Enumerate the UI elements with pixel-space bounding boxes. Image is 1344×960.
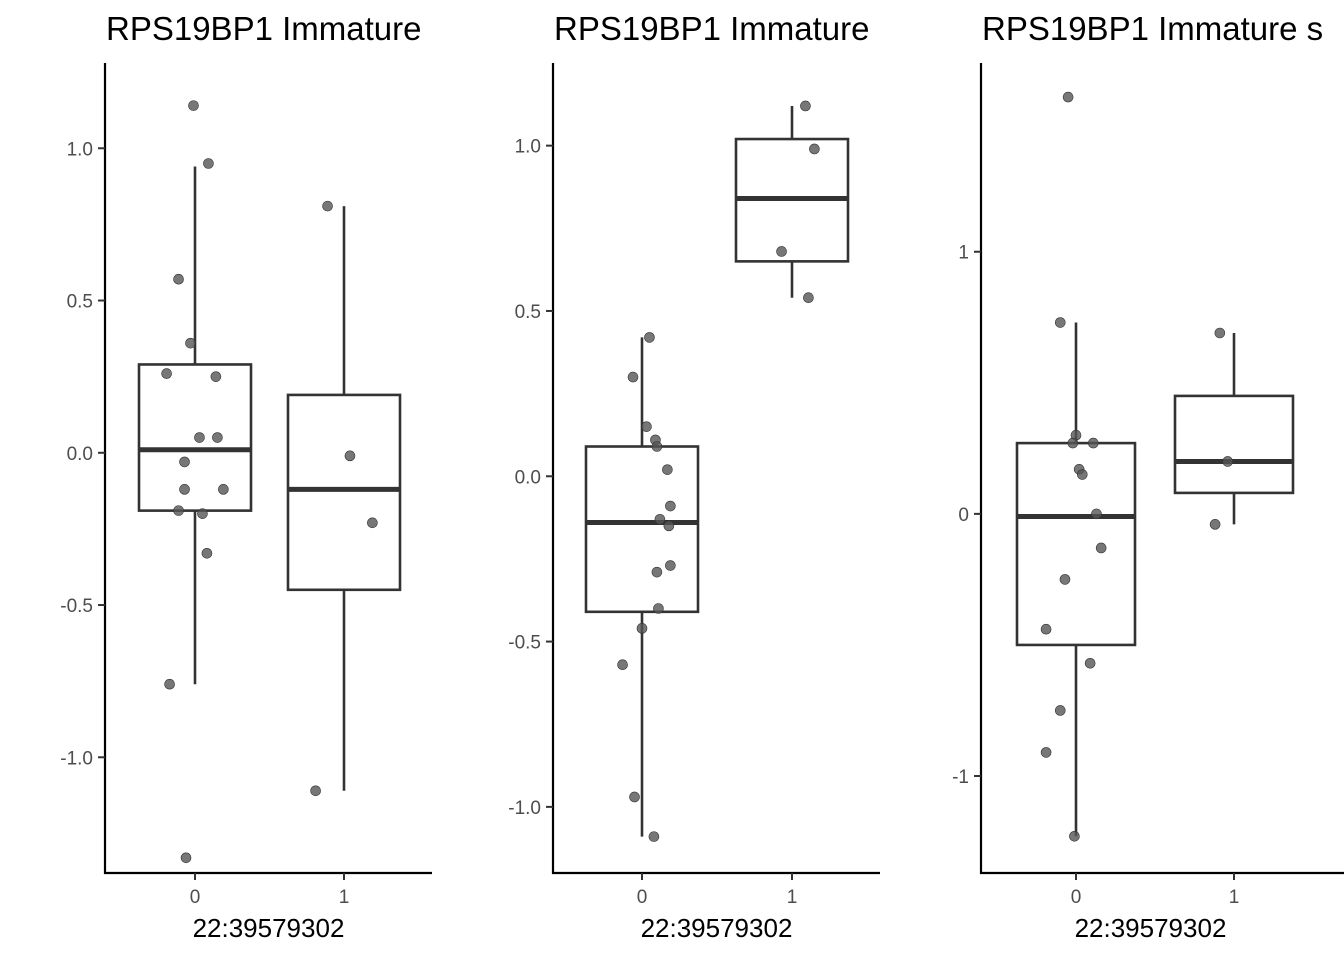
data-point [1076, 469, 1088, 480]
data-point [322, 200, 333, 212]
x-tick-label: 0 [190, 887, 201, 908]
data-point [344, 450, 356, 462]
data-point [180, 852, 192, 864]
data-point [1069, 831, 1080, 842]
y-tick-label: -1 [952, 767, 969, 788]
box-0 [137, 166, 253, 685]
data-point [367, 517, 378, 529]
data-point [173, 505, 184, 516]
data-point [653, 603, 664, 614]
panel-title: RPS19BP1 Immature [554, 10, 869, 47]
y-tick-label: 1.0 [515, 137, 541, 158]
data-point [179, 484, 190, 495]
data-point [648, 831, 660, 842]
data-point [809, 143, 820, 155]
y-tick-label: 0.5 [67, 292, 93, 313]
data-point [644, 332, 655, 343]
panel-2: RPS19BP1 Immature -1.0 -0.5 0.0 0.5 1.0 0 1 22:3… [508, 10, 880, 943]
data-point [1054, 317, 1066, 328]
y-tick-label: -1.0 [60, 748, 93, 769]
data-point [663, 520, 675, 532]
x-axis-title: 22:39579302 [193, 913, 345, 943]
data-point [197, 508, 208, 519]
data-point [776, 246, 787, 257]
data-point [651, 566, 663, 578]
data-point [164, 678, 175, 690]
data-point [651, 441, 663, 452]
data-point [1084, 657, 1096, 669]
y-tick-label: 0 [958, 505, 969, 526]
box-0 [584, 337, 700, 837]
x-axis-title: 22:39579302 [1075, 913, 1227, 943]
box-0 [1015, 322, 1137, 837]
iqr-box [584, 445, 700, 614]
x-tick-label: 0 [637, 887, 648, 908]
data-point [800, 100, 811, 112]
y-tick-label: 1.0 [67, 139, 93, 160]
panel-1: RPS19BP1 Immature -1.0 -0.5 0.0 0.5 1.0 0 1 22:3… [60, 10, 432, 943]
box-1 [734, 105, 850, 298]
x-tick-label: 0 [1071, 887, 1082, 908]
data-point [1062, 91, 1074, 103]
data-point [1040, 747, 1052, 758]
box-1 [286, 206, 402, 791]
y-tick-label: -0.5 [508, 633, 541, 654]
data-point [1088, 437, 1099, 449]
y-tick-label: 0.0 [67, 444, 93, 465]
iqr-box [1015, 441, 1137, 647]
data-point [185, 337, 196, 349]
y-tick-label: -0.5 [60, 596, 93, 617]
data-point [665, 500, 676, 512]
data-point [1067, 437, 1079, 449]
iqr-box [1173, 394, 1295, 495]
data-point [1222, 456, 1234, 467]
y-tick-label: 0.0 [515, 467, 541, 488]
data-point [201, 547, 213, 559]
panel-title: RPS19BP1 Immature s [982, 10, 1323, 47]
data-point [662, 464, 673, 475]
x-axis-title: 22:39579302 [641, 913, 793, 943]
data-point [617, 659, 628, 671]
data-point [218, 484, 229, 495]
data-point [665, 560, 676, 571]
data-point [627, 371, 639, 383]
data-point [203, 158, 214, 169]
x-tick-label: 1 [787, 887, 798, 908]
data-point [210, 371, 222, 382]
data-point [641, 421, 652, 432]
data-point [1095, 542, 1107, 554]
y-tick-label: 1 [958, 243, 969, 264]
data-point [636, 623, 648, 634]
data-point [1040, 623, 1052, 635]
data-point [1054, 705, 1066, 716]
iqr-box [286, 393, 402, 592]
data-point [1209, 519, 1221, 530]
data-point [179, 456, 190, 468]
data-point [188, 100, 199, 111]
data-point [1059, 574, 1071, 585]
data-point [310, 785, 321, 797]
data-point [212, 432, 223, 443]
data-point [654, 513, 666, 525]
data-point [194, 432, 205, 443]
x-tick-label: 1 [339, 887, 350, 908]
data-point [1214, 327, 1226, 339]
panel-title: RPS19BP1 Immature [106, 10, 421, 47]
y-tick-label: -1.0 [508, 798, 541, 819]
data-point [1091, 508, 1102, 520]
data-point [173, 273, 184, 285]
data-point [803, 292, 814, 304]
data-point [629, 791, 640, 803]
y-tick-label: 0.5 [515, 302, 541, 323]
box-1 [1173, 333, 1295, 525]
data-point [161, 368, 172, 379]
x-tick-label: 1 [1229, 887, 1240, 908]
